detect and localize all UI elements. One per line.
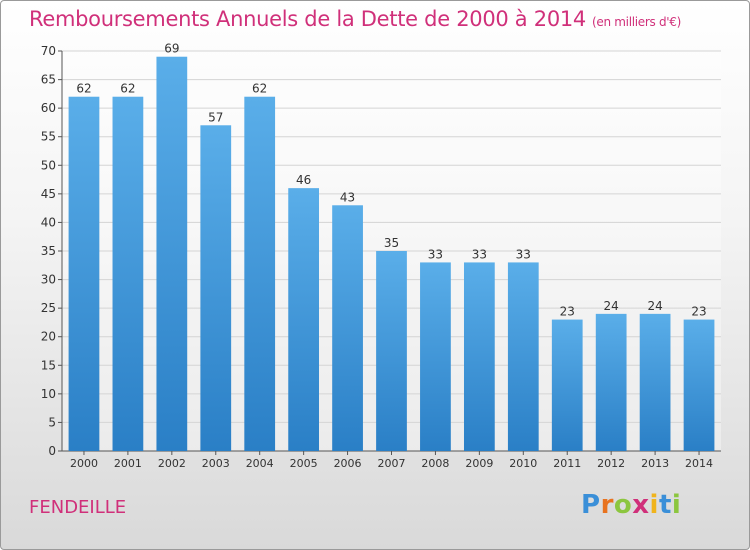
bar bbox=[420, 262, 451, 451]
logo-letter: i bbox=[671, 490, 682, 520]
logo-letter: P bbox=[581, 490, 601, 520]
data-label: 24 bbox=[604, 299, 619, 313]
x-tick-label: 2010 bbox=[509, 457, 537, 470]
commune-name: FENDEILLE bbox=[29, 497, 127, 518]
bar bbox=[507, 262, 539, 451]
proxiti-logo: Proxiti bbox=[581, 490, 681, 524]
chart-title: Remboursements Annuels de la Dette de 20… bbox=[29, 7, 681, 31]
x-tick-label: 2005 bbox=[290, 457, 318, 470]
chart-subtitle: (en milliers d'€) bbox=[592, 15, 682, 29]
y-tick-label: 10 bbox=[41, 387, 56, 401]
bar bbox=[332, 205, 363, 451]
data-label: 33 bbox=[516, 247, 531, 261]
data-label: 57 bbox=[208, 110, 223, 124]
x-tick-label: 2008 bbox=[421, 457, 449, 470]
data-label: 24 bbox=[647, 299, 662, 313]
logo-letter: x bbox=[632, 490, 650, 520]
x-tick-label: 2013 bbox=[641, 457, 669, 470]
y-tick-label: 5 bbox=[48, 415, 56, 429]
x-tick-label: 2000 bbox=[70, 457, 98, 470]
y-tick-label: 50 bbox=[41, 158, 56, 172]
x-tick-label: 2012 bbox=[597, 457, 625, 470]
bar bbox=[595, 313, 627, 451]
x-tick-label: 2002 bbox=[158, 457, 186, 470]
bar bbox=[288, 188, 320, 451]
data-label: 69 bbox=[164, 42, 179, 56]
bar bbox=[156, 56, 188, 451]
y-tick-label: 15 bbox=[41, 358, 56, 372]
bar bbox=[463, 262, 495, 451]
x-tick-label: 2001 bbox=[114, 457, 142, 470]
data-label: 43 bbox=[340, 190, 355, 204]
x-tick-label: 2011 bbox=[553, 457, 581, 470]
data-label: 33 bbox=[472, 247, 487, 261]
y-tick-label: 25 bbox=[41, 301, 56, 315]
bar bbox=[376, 251, 407, 451]
data-label: 33 bbox=[428, 247, 443, 261]
data-label: 62 bbox=[120, 82, 135, 96]
data-label: 62 bbox=[76, 82, 91, 96]
bar bbox=[200, 125, 232, 452]
logo-letter: r bbox=[600, 490, 614, 520]
x-tick-label: 2014 bbox=[685, 457, 713, 470]
x-tick-label: 2006 bbox=[334, 457, 362, 470]
bar bbox=[639, 313, 671, 451]
y-tick-label: 65 bbox=[41, 73, 56, 87]
chart-title-text: Remboursements Annuels de la Dette de 20… bbox=[29, 7, 586, 31]
x-tick-label: 2004 bbox=[246, 457, 274, 470]
x-tick-label: 2009 bbox=[465, 457, 493, 470]
bar bbox=[112, 96, 144, 451]
y-tick-label: 40 bbox=[41, 215, 56, 229]
data-label: 46 bbox=[296, 173, 311, 187]
y-tick-label: 45 bbox=[41, 187, 56, 201]
bar bbox=[244, 96, 276, 451]
y-tick-label: 30 bbox=[41, 273, 56, 287]
data-label: 23 bbox=[691, 305, 706, 319]
data-label: 35 bbox=[384, 236, 399, 250]
x-tick-label: 2007 bbox=[378, 457, 406, 470]
logo-letter: t bbox=[658, 490, 672, 520]
y-tick-label: 35 bbox=[41, 244, 56, 258]
data-label: 23 bbox=[560, 305, 575, 319]
bar bbox=[68, 96, 100, 451]
y-tick-label: 70 bbox=[41, 44, 56, 58]
y-tick-label: 60 bbox=[41, 101, 56, 115]
logo-letter: i bbox=[649, 490, 659, 520]
y-tick-label: 0 bbox=[48, 444, 56, 458]
data-label: 62 bbox=[252, 82, 267, 96]
logo-letter: o bbox=[613, 490, 633, 520]
y-tick-label: 20 bbox=[41, 330, 56, 344]
y-tick-label: 55 bbox=[41, 130, 56, 144]
bar bbox=[683, 319, 715, 451]
bar bbox=[551, 319, 583, 451]
x-tick-label: 2003 bbox=[202, 457, 230, 470]
